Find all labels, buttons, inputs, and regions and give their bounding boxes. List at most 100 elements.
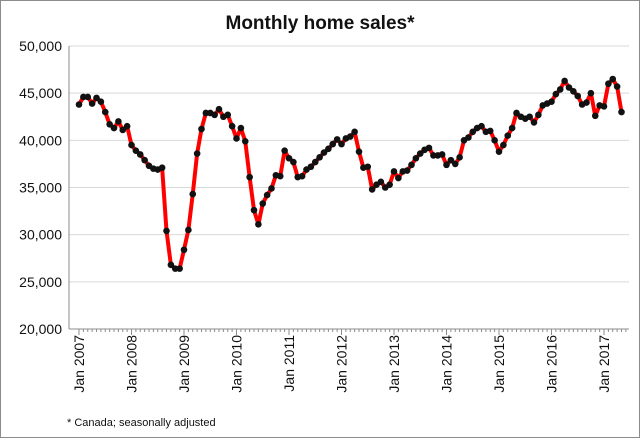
data-point bbox=[513, 109, 520, 117]
data-point bbox=[355, 148, 363, 155]
data-point bbox=[101, 108, 109, 116]
data-point bbox=[132, 147, 140, 155]
data-point bbox=[268, 185, 275, 192]
data-point bbox=[548, 98, 555, 105]
data-point bbox=[325, 145, 332, 153]
data-point bbox=[250, 206, 258, 214]
data-point bbox=[425, 144, 433, 152]
data-point bbox=[311, 158, 319, 166]
data-point bbox=[416, 150, 424, 157]
series-markers bbox=[75, 75, 625, 272]
data-point bbox=[298, 172, 306, 180]
data-point bbox=[605, 80, 612, 88]
data-point bbox=[263, 191, 271, 199]
data-point bbox=[570, 87, 577, 95]
data-point bbox=[447, 156, 455, 164]
data-point bbox=[333, 136, 341, 143]
data-point bbox=[237, 124, 245, 132]
data-point bbox=[364, 163, 372, 171]
data-point bbox=[346, 133, 354, 140]
y-tick-label: 40,000 bbox=[19, 132, 62, 148]
data-point bbox=[93, 94, 100, 102]
y-axis-ticks: 20,000 25,000 30,000 35,000 40,000 45,000 50,0… bbox=[19, 38, 62, 337]
data-point bbox=[115, 118, 122, 125]
data-point bbox=[613, 83, 621, 90]
data-point bbox=[163, 227, 170, 235]
data-point bbox=[211, 111, 218, 119]
data-point bbox=[456, 154, 463, 161]
series-line bbox=[77, 77, 624, 271]
data-point bbox=[618, 108, 625, 116]
data-point bbox=[176, 265, 183, 272]
data-point bbox=[180, 246, 188, 254]
data-point bbox=[465, 134, 472, 141]
axes bbox=[68, 46, 629, 330]
data-point bbox=[368, 186, 376, 193]
data-point bbox=[193, 150, 201, 157]
x-tick-label: Jan 2012 bbox=[334, 335, 350, 393]
data-point bbox=[215, 105, 223, 113]
data-point bbox=[495, 148, 503, 155]
data-point bbox=[285, 154, 293, 162]
data-point bbox=[241, 137, 249, 145]
data-point bbox=[552, 90, 560, 98]
data-point bbox=[574, 92, 582, 100]
x-tick-label: Jan 2017 bbox=[596, 335, 612, 393]
chart-footnote: * Canada; seasonally adjusted bbox=[67, 417, 216, 429]
data-point bbox=[500, 141, 507, 149]
data-point bbox=[119, 126, 127, 134]
y-tick-label: 45,000 bbox=[19, 85, 62, 101]
data-point bbox=[316, 154, 323, 161]
x-tick-label: Jan 2013 bbox=[386, 335, 402, 393]
data-point bbox=[504, 132, 512, 139]
data-point bbox=[377, 178, 385, 186]
x-tick-label: Jan 2007 bbox=[71, 335, 87, 393]
data-point bbox=[561, 77, 568, 85]
data-point bbox=[583, 99, 590, 106]
data-point bbox=[158, 164, 166, 171]
data-point bbox=[185, 226, 192, 234]
data-point bbox=[259, 200, 267, 207]
data-point bbox=[508, 124, 516, 132]
data-point bbox=[246, 173, 253, 181]
data-point bbox=[75, 101, 83, 108]
data-point bbox=[469, 128, 477, 136]
data-point bbox=[307, 163, 315, 171]
data-point bbox=[600, 103, 608, 110]
data-point bbox=[281, 147, 288, 155]
data-point bbox=[167, 261, 175, 269]
data-point bbox=[438, 151, 446, 158]
x-tick-label: Jan 2009 bbox=[176, 335, 192, 393]
data-point bbox=[276, 172, 284, 180]
x-axis-ticks: Jan 2007 Jan 2008 Jan 2009 Jan 2010 Jan 2011… bbox=[71, 329, 627, 393]
data-point bbox=[106, 121, 113, 128]
data-point bbox=[395, 174, 402, 182]
data-point bbox=[486, 127, 494, 135]
data-point bbox=[123, 122, 131, 130]
data-point bbox=[565, 84, 573, 91]
data-point bbox=[110, 124, 118, 132]
data-point bbox=[390, 168, 398, 175]
data-point bbox=[587, 89, 595, 97]
data-point bbox=[84, 93, 92, 101]
x-tick-label: Jan 2010 bbox=[229, 335, 245, 393]
data-point bbox=[338, 140, 345, 148]
data-point bbox=[443, 161, 450, 169]
gridlines bbox=[69, 45, 629, 283]
data-point bbox=[491, 137, 498, 144]
data-point bbox=[198, 125, 205, 133]
data-point bbox=[535, 111, 542, 119]
data-point bbox=[128, 141, 135, 149]
data-point bbox=[403, 167, 411, 174]
data-point bbox=[412, 154, 420, 162]
data-point bbox=[255, 220, 262, 228]
y-tick-label: 25,000 bbox=[19, 274, 62, 290]
data-point bbox=[526, 113, 533, 121]
chart-title: Monthly home sales* bbox=[226, 13, 416, 34]
x-tick-label: Jan 2011 bbox=[281, 335, 297, 392]
data-point bbox=[451, 160, 459, 168]
data-point bbox=[189, 190, 197, 198]
data-point bbox=[224, 111, 232, 119]
data-point bbox=[320, 149, 328, 156]
